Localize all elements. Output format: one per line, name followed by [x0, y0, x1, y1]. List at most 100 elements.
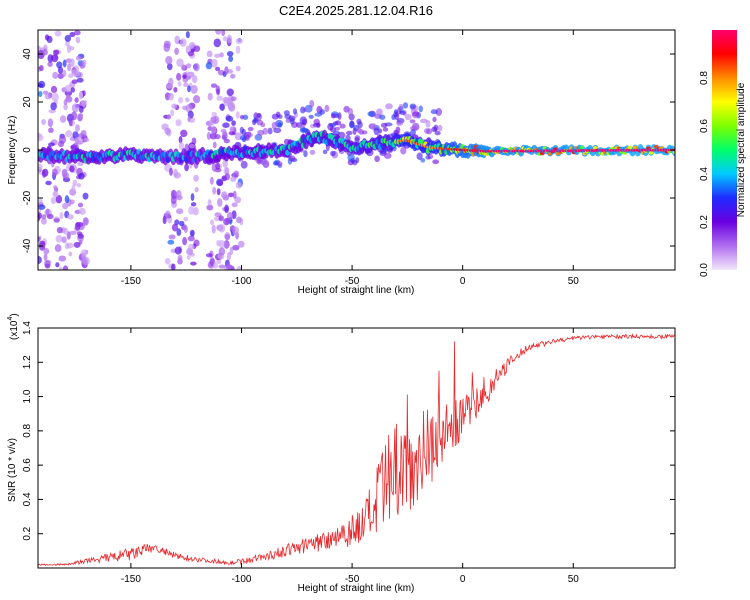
heatmap-noise-cell — [373, 127, 380, 136]
heatmap-noise-cell — [257, 129, 265, 136]
heatmap-noise-cell — [319, 109, 326, 115]
heatmap-noise-cell — [73, 241, 81, 248]
heatmap-noise-cell — [44, 259, 52, 265]
heatmap-noise-cell — [221, 135, 227, 140]
heatmap-noise-cell — [193, 63, 200, 72]
spectrogram-x-tick-label: -50 — [345, 276, 360, 287]
heatmap-noise-cell — [232, 226, 239, 235]
heatmap-noise-cell — [40, 217, 47, 225]
heatmap-noise-cell — [82, 217, 89, 226]
heatmap-noise-cell — [59, 115, 67, 123]
heatmap-noise-cell — [182, 74, 187, 79]
spectrogram-y-tick-label: 20 — [22, 96, 33, 108]
heatmap-noise-cell — [262, 159, 270, 167]
heatmap-noise-cell — [214, 134, 221, 140]
heatmap-noise-cell — [382, 127, 389, 132]
heatmap-noise-cell — [330, 150, 336, 157]
heatmap-noise-cell — [355, 157, 360, 164]
heatmap-noise-cell — [330, 113, 336, 119]
heatmap-noise-cell — [284, 114, 292, 119]
snr-y-tick-label: 0.4 — [22, 492, 33, 506]
heatmap-noise-cell — [52, 168, 58, 177]
figure-title: C2E4.2025.281.12.04.R16 — [279, 3, 433, 18]
heatmap-noise-cell — [193, 94, 201, 104]
heatmap-noise-cell — [38, 132, 42, 139]
heatmap-noise-cell — [231, 120, 236, 127]
heatmap-noise-cell — [81, 253, 87, 259]
spectrogram-y-tick-label: -40 — [22, 238, 33, 253]
heatmap-noise-cell — [435, 108, 443, 116]
heatmap-noise-cell — [412, 111, 419, 117]
heatmap-noise-cell — [164, 210, 171, 219]
heatmap-noise-cell — [244, 134, 250, 141]
colorbar-label: Normalized spectral amplitude — [736, 82, 747, 217]
heatmap-noise-cell — [233, 170, 239, 176]
heatmap-noise-cell — [168, 77, 174, 86]
colorbar-bar — [712, 30, 737, 270]
heatmap-noise-cell — [178, 96, 184, 104]
heatmap-noise-cell — [177, 81, 182, 87]
heatmap-noise-cell — [38, 198, 43, 204]
heatmap-noise-cell — [71, 103, 80, 113]
heatmap-noise-cell — [409, 103, 417, 110]
heatmap-ridge-cell — [648, 151, 654, 155]
colorbar-tick-label: 0.2 — [699, 215, 710, 229]
heatmap-noise-cell — [303, 150, 308, 158]
spectrogram-heatmap — [38, 30, 675, 270]
heatmap-noise-cell — [402, 102, 409, 109]
heatmap-noise-cell — [226, 88, 234, 97]
colorbar-tick-label: 0.4 — [699, 167, 710, 181]
heatmap-noise-cell — [225, 218, 231, 225]
heatmap-noise-cell — [168, 92, 174, 101]
heatmap-noise-cell — [419, 118, 428, 124]
heatmap-noise-cell — [432, 159, 440, 165]
heatmap-noise-cell — [271, 121, 277, 130]
heatmap-noise-cell — [76, 77, 84, 83]
heatmap-noise-cell — [71, 69, 79, 77]
heatmap-noise-cell — [75, 55, 82, 61]
heatmap-noise-cell — [399, 110, 406, 115]
heatmap-noise-cell — [385, 103, 393, 110]
heatmap-noise-cell — [38, 163, 43, 170]
heatmap-noise-cell — [48, 142, 55, 147]
snr-panel: -150 -100 -50 0 50 0.2 0.4 0.6 0.8 1.0 1.2 1.4 Hei… — [7, 313, 676, 594]
heatmap-noise-cell — [187, 235, 195, 242]
heatmap-noise-cell — [236, 266, 242, 270]
heatmap-noise-cell — [67, 214, 74, 220]
heatmap-noise-cell — [189, 143, 195, 149]
heatmap-noise-cell — [56, 226, 63, 234]
heatmap-noise-cell — [177, 254, 183, 261]
colorbar-ticks: 0.0 0.2 0.4 0.6 0.8 — [699, 71, 710, 277]
heatmap-noise-cell — [367, 111, 376, 117]
snr-y-scale-exp: 4 — [7, 317, 14, 321]
heatmap-noise-cell — [206, 50, 213, 58]
snr-x-ticks: -150 -100 -50 0 50 — [121, 328, 579, 585]
spectrogram-y-label: Frequency (Hz) — [7, 116, 18, 185]
heatmap-noise-cell — [376, 108, 383, 116]
heatmap-noise-cell — [38, 80, 46, 89]
heatmap-noise-cell — [190, 202, 197, 207]
snr-x-tick-label: -100 — [231, 574, 251, 585]
heatmap-noise-cell — [43, 253, 48, 261]
snr-y-tick-label: 0.2 — [22, 526, 33, 540]
heatmap-noise-cell — [185, 97, 190, 103]
heatmap-noise-cell — [227, 192, 234, 198]
heatmap-noise-cell — [218, 247, 226, 256]
heatmap-noise-cell — [45, 208, 50, 216]
heatmap-noise-cell — [215, 66, 221, 72]
heatmap-noise-cell — [380, 122, 388, 128]
colorbar-tick-label: 0.6 — [699, 119, 710, 133]
heatmap-noise-cell — [285, 117, 291, 124]
heatmap-noise-cell — [322, 149, 328, 155]
heatmap-noise-cell — [167, 63, 173, 71]
heatmap-noise-cell — [189, 229, 195, 237]
heatmap-noise-cell — [215, 162, 221, 170]
heatmap-noise-cell — [70, 87, 76, 93]
heatmap-noise-cell — [300, 106, 306, 114]
heatmap-noise-cell — [230, 73, 236, 79]
heatmap-noise-cell — [71, 184, 76, 193]
heatmap-noise-cell — [240, 160, 248, 169]
heatmap-noise-cell — [50, 85, 58, 94]
heatmap-noise-cell — [379, 114, 386, 120]
